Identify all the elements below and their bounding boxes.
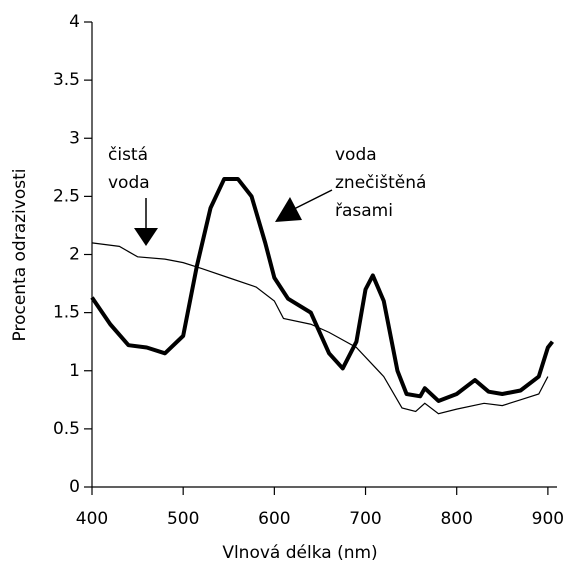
y-tick-label: 0.5 — [53, 419, 80, 439]
y-tick-label: 1 — [69, 361, 80, 381]
x-tick-label: 900 — [532, 509, 564, 529]
annotation: znečištěná — [335, 173, 426, 193]
y-tick-label: 3.5 — [53, 70, 80, 90]
x-tick-label: 400 — [76, 509, 108, 529]
annotation: řasami — [335, 201, 393, 221]
series-line — [90, 176, 555, 403]
y-tick-label: 2 — [69, 245, 80, 265]
series-line — [91, 242, 549, 415]
arrow-head — [134, 228, 158, 246]
y-tick-label: 1.5 — [53, 303, 80, 323]
y-tick-label: 2.5 — [53, 186, 80, 206]
annotation: voda — [108, 173, 150, 193]
y-axis-label: Procenta odrazivosti — [10, 169, 30, 342]
annotation: voda — [335, 145, 377, 165]
x-tick-label: 600 — [258, 509, 290, 529]
arrow-head — [275, 197, 302, 222]
x-axis-label: Vlnová délka (nm) — [222, 543, 377, 563]
annotation: čistá — [108, 145, 148, 165]
y-tick-label: 4 — [69, 12, 80, 32]
x-tick-label: 800 — [440, 509, 472, 529]
arrow — [291, 189, 333, 211]
y-tick-label: 0 — [69, 477, 80, 497]
y-tick-label: 3 — [69, 128, 80, 148]
x-tick-label: 500 — [167, 509, 199, 529]
x-tick-label: 700 — [349, 509, 381, 529]
